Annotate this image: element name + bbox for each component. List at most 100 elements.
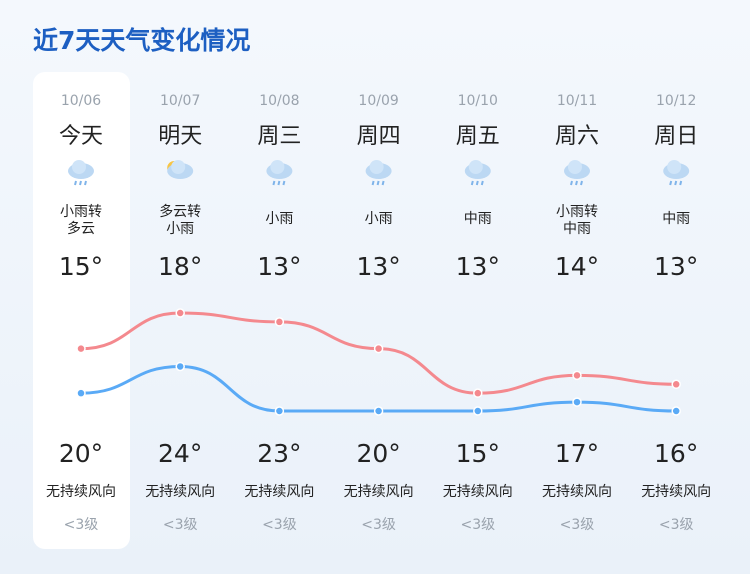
low-temp: 13° — [257, 252, 301, 281]
rain-drop — [679, 180, 683, 186]
rain-drop — [74, 180, 77, 186]
date: 10/12 — [656, 93, 696, 109]
weather-line: 中雨 — [563, 221, 591, 237]
temp-dot — [473, 388, 483, 398]
wind-level: <3级 — [361, 517, 396, 533]
weather-text: 小雨 — [365, 211, 393, 227]
weather-text: 中雨 — [464, 211, 492, 227]
temp-dot — [671, 406, 681, 416]
weather-line: 中雨 — [464, 211, 492, 227]
rain-drop — [79, 180, 82, 186]
low-temp: 13° — [356, 252, 400, 281]
weather-line: 小雨 — [265, 211, 293, 227]
temp-dot — [373, 343, 384, 354]
day: 今天 — [59, 124, 103, 149]
weather-icon — [464, 160, 491, 186]
weather-text: 小雨转中雨 — [556, 204, 598, 237]
rain-drop — [381, 180, 385, 186]
cloud — [171, 160, 186, 174]
high-temp: 20° — [59, 439, 103, 468]
weather-icon — [365, 160, 392, 186]
temp-dot — [671, 379, 681, 390]
cloud — [369, 160, 384, 174]
low-temp: 18° — [158, 252, 202, 281]
rain-drop — [580, 180, 583, 186]
day: 周日 — [654, 124, 698, 149]
weather-text: 小雨转多云 — [60, 204, 102, 237]
temp-dot — [175, 361, 185, 372]
cloud — [568, 160, 582, 174]
rain-drop — [272, 180, 276, 186]
temp-line — [80, 364, 677, 413]
wind: 无持续风向 — [145, 483, 215, 500]
temp-dot — [572, 370, 582, 381]
temp-dot — [274, 406, 285, 416]
wind-level: <3级 — [64, 517, 99, 533]
low-temp: 15° — [59, 252, 103, 281]
day: 周四 — [357, 124, 401, 149]
temp-dot — [473, 406, 483, 416]
rain-drop — [282, 180, 286, 186]
weather-text: 小雨 — [265, 211, 293, 227]
high-temp: 16° — [654, 439, 698, 468]
date: 10/10 — [458, 93, 498, 109]
temp-dot — [76, 343, 86, 354]
title: 近7天天气变化情况 — [33, 26, 250, 55]
date: 10/09 — [358, 93, 398, 109]
weather-icon — [266, 160, 293, 186]
wind: 无持续风向 — [641, 483, 711, 500]
wind: 无持续风向 — [244, 483, 314, 500]
high-temp: 15° — [456, 439, 500, 468]
rain-drop — [674, 180, 678, 186]
wind-level: <3级 — [560, 517, 595, 533]
low-temp: 14° — [555, 252, 599, 281]
high-temp: 20° — [356, 439, 400, 468]
weather-icon — [564, 160, 590, 186]
weather-line: 中雨 — [662, 211, 690, 227]
rain-drop — [475, 180, 479, 186]
cloud — [468, 160, 483, 174]
weather-icon — [167, 160, 194, 179]
rain-drop — [669, 180, 673, 186]
day: 周六 — [555, 124, 599, 149]
rain-drop — [480, 180, 484, 186]
weather-text: 多云转小雨 — [159, 203, 201, 237]
wind-level: <3级 — [659, 517, 694, 533]
wind-level: <3级 — [163, 517, 198, 533]
date: 10/07 — [160, 93, 200, 109]
weather-line: 小雨转 — [60, 204, 102, 220]
date: 10/11 — [557, 93, 597, 109]
rain-drop — [371, 180, 375, 186]
date: 10/08 — [259, 93, 299, 109]
temp-dot — [274, 317, 285, 327]
low-temp: 13° — [654, 252, 698, 281]
rain-drop — [570, 180, 573, 186]
rain-drop — [84, 180, 87, 186]
day: 明天 — [158, 124, 202, 149]
high-temp: 17° — [555, 439, 599, 468]
temp-dot — [572, 397, 582, 407]
weather-line: 小雨转 — [556, 204, 598, 220]
temp-dot — [373, 406, 384, 416]
wind: 无持续风向 — [344, 483, 414, 500]
weather-icon — [68, 160, 94, 186]
rain-drop — [376, 180, 380, 186]
weather-text: 中雨 — [662, 211, 690, 227]
temp-dot — [76, 388, 86, 398]
high-temp: 24° — [158, 439, 202, 468]
temp-dot — [175, 308, 185, 318]
low-temp: 13° — [456, 252, 500, 281]
rain-drop — [277, 180, 281, 186]
wind: 无持续风向 — [542, 483, 612, 500]
wind: 无持续风向 — [46, 483, 116, 500]
wind-level: <3级 — [460, 517, 495, 533]
cloud — [667, 160, 682, 174]
high-temp: 23° — [257, 439, 301, 468]
wind-level: <3级 — [262, 517, 297, 533]
weather-line: 小雨 — [365, 211, 393, 227]
cloud — [270, 160, 285, 174]
date: 10/06 — [61, 93, 101, 109]
today-card — [33, 72, 130, 549]
